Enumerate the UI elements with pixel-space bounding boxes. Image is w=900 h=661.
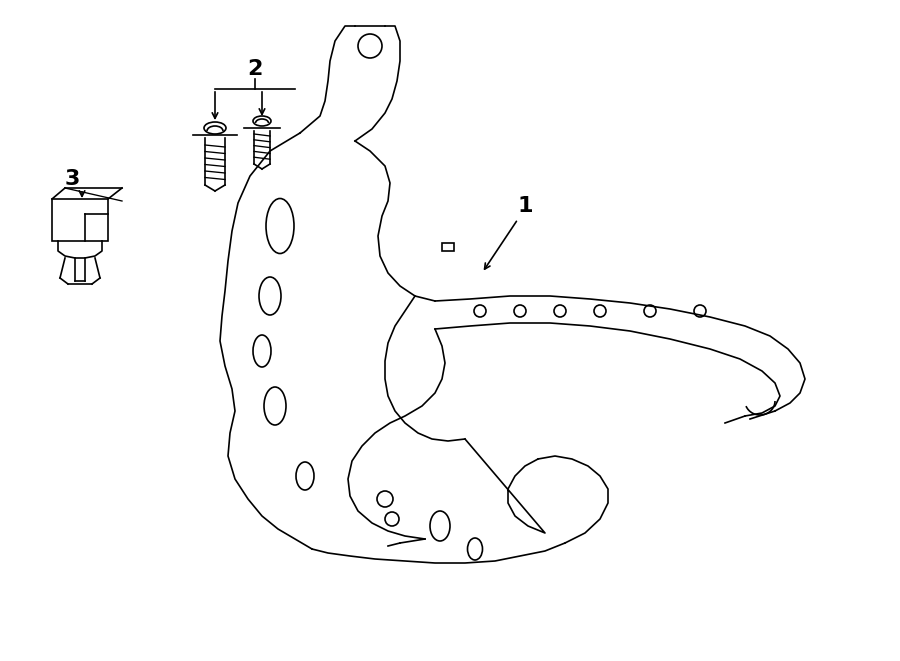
Text: 3: 3 <box>64 169 80 189</box>
Bar <box>52 199 108 241</box>
Text: 1: 1 <box>518 196 533 216</box>
Bar <box>442 243 454 251</box>
Text: 2: 2 <box>248 59 263 79</box>
